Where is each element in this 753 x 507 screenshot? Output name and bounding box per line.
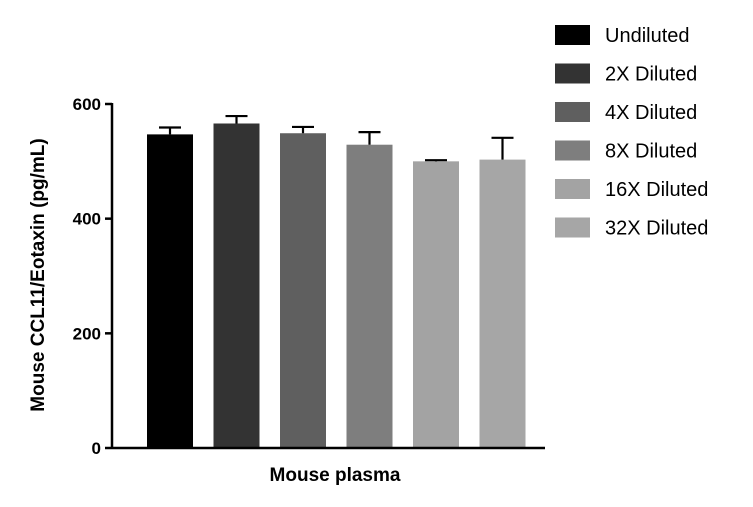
legend-label-5: 16X Diluted xyxy=(605,179,708,201)
legend-label-1: Undiluted xyxy=(605,25,690,47)
legend-label-2: 2X Diluted xyxy=(605,64,697,86)
axes-group: 0 200 400 600 xyxy=(73,95,545,458)
legend-label-3: 4X Diluted xyxy=(605,102,697,124)
bar-3 xyxy=(280,133,326,449)
error-bars-group xyxy=(159,114,514,162)
legend-label-6: 32X Diluted xyxy=(605,218,708,240)
bars-group xyxy=(147,123,526,449)
legend-swatch-2 xyxy=(555,63,590,84)
y-axis-title: Mouse CCL11/Eotaxin (pg/mL) xyxy=(28,138,49,411)
legend: Undiluted 2X Diluted 4X Diluted 8X Diluted 1… xyxy=(555,25,708,240)
y-tick-label-200: 200 xyxy=(73,324,101,343)
x-axis-title: Mouse plasma xyxy=(270,465,401,486)
legend-swatch-5 xyxy=(555,179,590,199)
bar-6 xyxy=(479,159,526,448)
legend-swatch-6 xyxy=(555,217,590,238)
bar-5 xyxy=(413,161,459,449)
legend-swatch-4 xyxy=(555,140,590,161)
y-tick-label-600: 600 xyxy=(73,95,101,114)
legend-swatch-3 xyxy=(555,102,590,122)
bar-4 xyxy=(346,144,393,448)
legend-swatch-1 xyxy=(555,25,590,45)
y-tick-label-0: 0 xyxy=(92,439,101,458)
y-tick-label-400: 400 xyxy=(73,210,101,229)
legend-label-4: 8X Diluted xyxy=(605,141,697,163)
bar-1 xyxy=(147,134,193,449)
bar-2 xyxy=(213,123,260,448)
